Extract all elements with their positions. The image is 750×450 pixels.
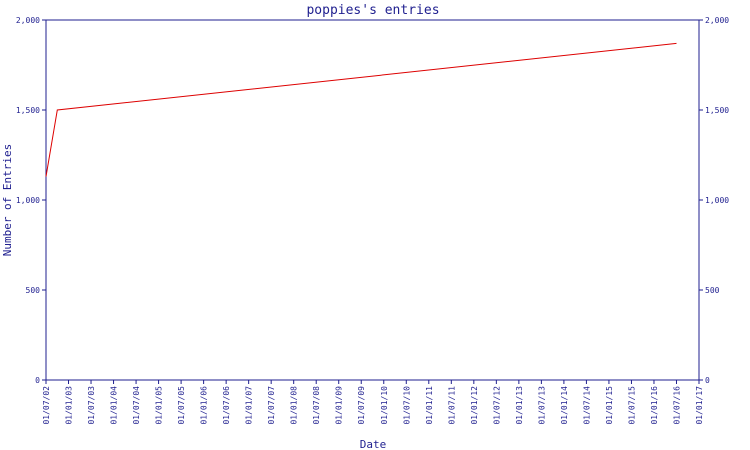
x-axis-label: Date bbox=[360, 438, 387, 450]
tick-group: 0 0 500 500 1,000 1,000 1,500 1,500 2,000 2,000 01… bbox=[16, 16, 729, 425]
x-tick-label: 01/01/06 bbox=[200, 386, 209, 425]
chart-title: poppies's entries bbox=[306, 3, 439, 18]
x-tick-label: 01/01/13 bbox=[515, 386, 524, 425]
x-tick-label: 01/07/16 bbox=[672, 386, 681, 425]
y-tick-label-right: 1,500 bbox=[705, 106, 729, 115]
x-tick-label: 01/07/02 bbox=[42, 386, 51, 425]
y-tick-label-left: 500 bbox=[26, 286, 41, 295]
x-tick-label: 01/01/09 bbox=[335, 386, 344, 425]
y-axis-label: Number of Entries bbox=[1, 144, 14, 257]
x-tick-label: 01/07/03 bbox=[87, 386, 96, 425]
x-tick-label: 01/07/13 bbox=[537, 386, 546, 425]
entries-series-line bbox=[45, 42, 677, 177]
y-tick-label-right: 2,000 bbox=[705, 16, 729, 25]
plot-frame bbox=[45, 19, 700, 381]
x-tick-label: 01/01/04 bbox=[110, 386, 119, 425]
x-tick-label: 01/01/10 bbox=[380, 386, 389, 425]
y-tick-label-right: 500 bbox=[705, 286, 720, 295]
x-tick-label: 01/01/08 bbox=[290, 386, 299, 425]
x-tick-label: 01/01/16 bbox=[650, 386, 659, 425]
x-tick-label: 01/01/11 bbox=[425, 386, 434, 425]
x-tick-label: 01/01/12 bbox=[470, 386, 479, 425]
x-tick-label: 01/01/07 bbox=[245, 386, 254, 425]
x-tick-label: 01/01/05 bbox=[155, 386, 164, 425]
x-tick-label: 01/07/12 bbox=[492, 386, 501, 425]
y-tick-label-left: 0 bbox=[35, 376, 40, 385]
x-tick-label: 01/07/06 bbox=[222, 386, 231, 425]
x-tick-label: 01/07/09 bbox=[357, 386, 366, 425]
x-tick-label: 01/07/15 bbox=[627, 386, 636, 425]
x-tick-label: 01/07/07 bbox=[267, 386, 276, 425]
x-tick-label: 01/01/17 bbox=[695, 386, 704, 425]
y-tick-label-right: 0 bbox=[705, 376, 710, 385]
x-tick-label: 01/07/04 bbox=[132, 386, 141, 425]
y-tick-label-left: 1,500 bbox=[16, 106, 40, 115]
x-tick-label: 01/01/15 bbox=[605, 386, 614, 425]
x-tick-label: 01/01/03 bbox=[65, 386, 74, 425]
x-tick-label: 01/01/14 bbox=[560, 386, 569, 425]
y-tick-label-left: 1,000 bbox=[16, 196, 40, 205]
x-tick-label: 01/07/05 bbox=[177, 386, 186, 425]
x-tick-label: 01/07/14 bbox=[582, 386, 591, 425]
x-tick-label: 01/07/08 bbox=[312, 386, 321, 425]
series-group bbox=[45, 42, 677, 177]
x-tick-label: 01/07/10 bbox=[402, 386, 411, 425]
x-tick-label: 01/07/11 bbox=[447, 386, 456, 425]
y-tick-label-left: 2,000 bbox=[16, 16, 40, 25]
y-tick-label-right: 1,000 bbox=[705, 196, 729, 205]
